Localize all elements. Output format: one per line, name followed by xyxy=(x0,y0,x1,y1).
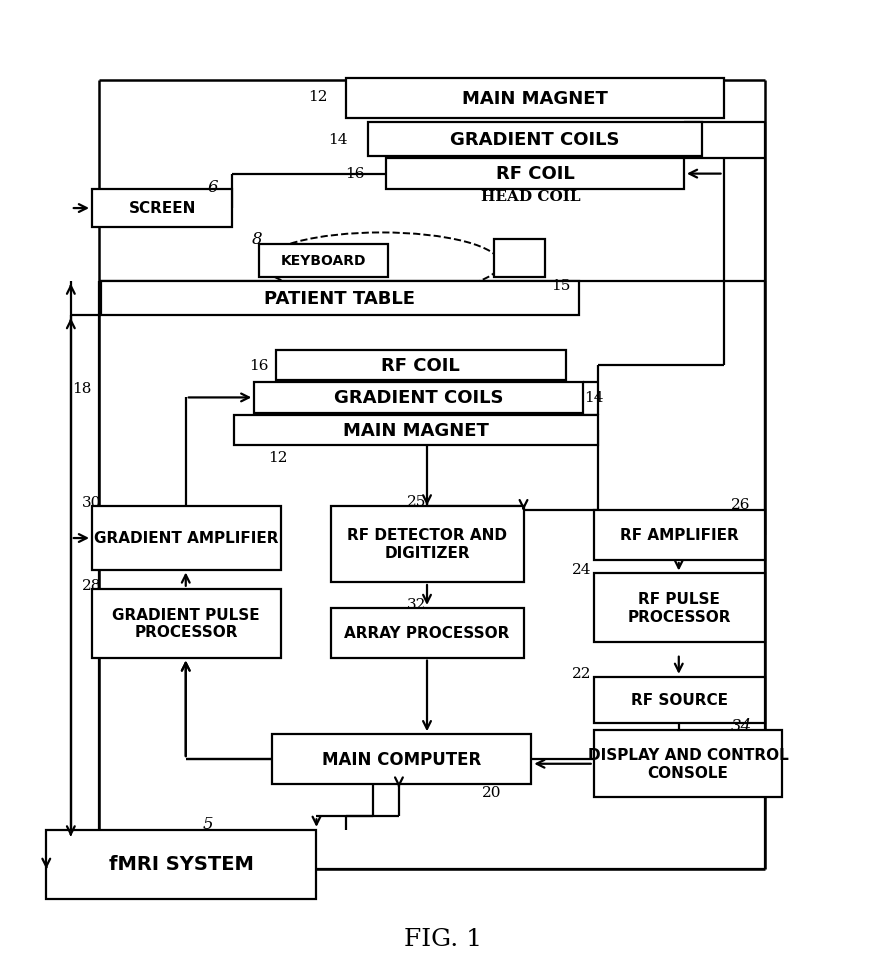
FancyBboxPatch shape xyxy=(493,239,544,278)
Text: 24: 24 xyxy=(572,563,591,576)
Text: ARRAY PROCESSOR: ARRAY PROCESSOR xyxy=(344,626,510,640)
Text: GRADIENT COILS: GRADIENT COILS xyxy=(450,131,620,148)
Text: 18: 18 xyxy=(73,382,92,395)
FancyBboxPatch shape xyxy=(254,383,582,414)
Text: 30: 30 xyxy=(82,496,102,510)
Text: RF AMPLIFIER: RF AMPLIFIER xyxy=(620,528,738,543)
Text: DISPLAY AND CONTROL
CONSOLE: DISPLAY AND CONTROL CONSOLE xyxy=(588,748,788,780)
FancyBboxPatch shape xyxy=(92,589,281,657)
FancyBboxPatch shape xyxy=(234,415,597,445)
Text: RF COIL: RF COIL xyxy=(381,357,460,374)
FancyBboxPatch shape xyxy=(593,677,765,723)
FancyBboxPatch shape xyxy=(92,190,232,228)
Text: RF SOURCE: RF SOURCE xyxy=(630,692,727,708)
FancyBboxPatch shape xyxy=(368,122,701,157)
FancyBboxPatch shape xyxy=(386,159,683,190)
Text: PATIENT TABLE: PATIENT TABLE xyxy=(264,289,415,308)
FancyBboxPatch shape xyxy=(272,735,531,784)
FancyBboxPatch shape xyxy=(330,506,523,582)
FancyBboxPatch shape xyxy=(276,350,566,381)
Text: 14: 14 xyxy=(327,133,347,147)
Text: MAIN MAGNET: MAIN MAGNET xyxy=(342,421,489,440)
Text: SCREEN: SCREEN xyxy=(128,201,196,216)
Text: fMRI SYSTEM: fMRI SYSTEM xyxy=(109,855,254,873)
Text: 5: 5 xyxy=(203,816,213,833)
Text: HEAD COIL: HEAD COIL xyxy=(481,190,580,204)
FancyBboxPatch shape xyxy=(258,245,389,278)
Text: FIG. 1: FIG. 1 xyxy=(404,927,481,951)
Text: GRADIENT AMPLIFIER: GRADIENT AMPLIFIER xyxy=(94,531,278,546)
Text: 12: 12 xyxy=(308,90,327,104)
FancyBboxPatch shape xyxy=(330,608,523,657)
Text: GRADIENT PULSE
PROCESSOR: GRADIENT PULSE PROCESSOR xyxy=(112,607,260,640)
Text: 26: 26 xyxy=(730,498,750,512)
FancyBboxPatch shape xyxy=(46,830,316,898)
Text: 6: 6 xyxy=(207,179,218,196)
Text: KEYBOARD: KEYBOARD xyxy=(281,254,366,268)
FancyBboxPatch shape xyxy=(593,574,765,643)
Text: 22: 22 xyxy=(572,666,591,681)
Text: 25: 25 xyxy=(406,495,426,509)
Text: 14: 14 xyxy=(583,391,603,405)
Text: GRADIENT COILS: GRADIENT COILS xyxy=(334,388,503,407)
Text: 16: 16 xyxy=(249,359,268,372)
Text: 15: 15 xyxy=(551,280,571,293)
Text: RF DETECTOR AND
DIGITIZER: RF DETECTOR AND DIGITIZER xyxy=(347,528,507,560)
Text: 32: 32 xyxy=(406,598,426,611)
Text: 8: 8 xyxy=(251,230,262,248)
Text: MAIN COMPUTER: MAIN COMPUTER xyxy=(322,750,481,768)
Text: RF COIL: RF COIL xyxy=(496,165,573,183)
FancyBboxPatch shape xyxy=(101,281,579,316)
FancyBboxPatch shape xyxy=(92,507,281,570)
Text: 34: 34 xyxy=(730,717,751,735)
Text: 20: 20 xyxy=(481,786,501,799)
FancyBboxPatch shape xyxy=(593,511,765,560)
FancyBboxPatch shape xyxy=(593,731,781,797)
FancyBboxPatch shape xyxy=(346,79,723,119)
Text: 12: 12 xyxy=(268,450,288,464)
Text: RF PULSE
PROCESSOR: RF PULSE PROCESSOR xyxy=(627,592,730,625)
Text: 16: 16 xyxy=(345,168,365,181)
Text: 28: 28 xyxy=(82,578,102,592)
Text: MAIN MAGNET: MAIN MAGNET xyxy=(462,90,607,108)
